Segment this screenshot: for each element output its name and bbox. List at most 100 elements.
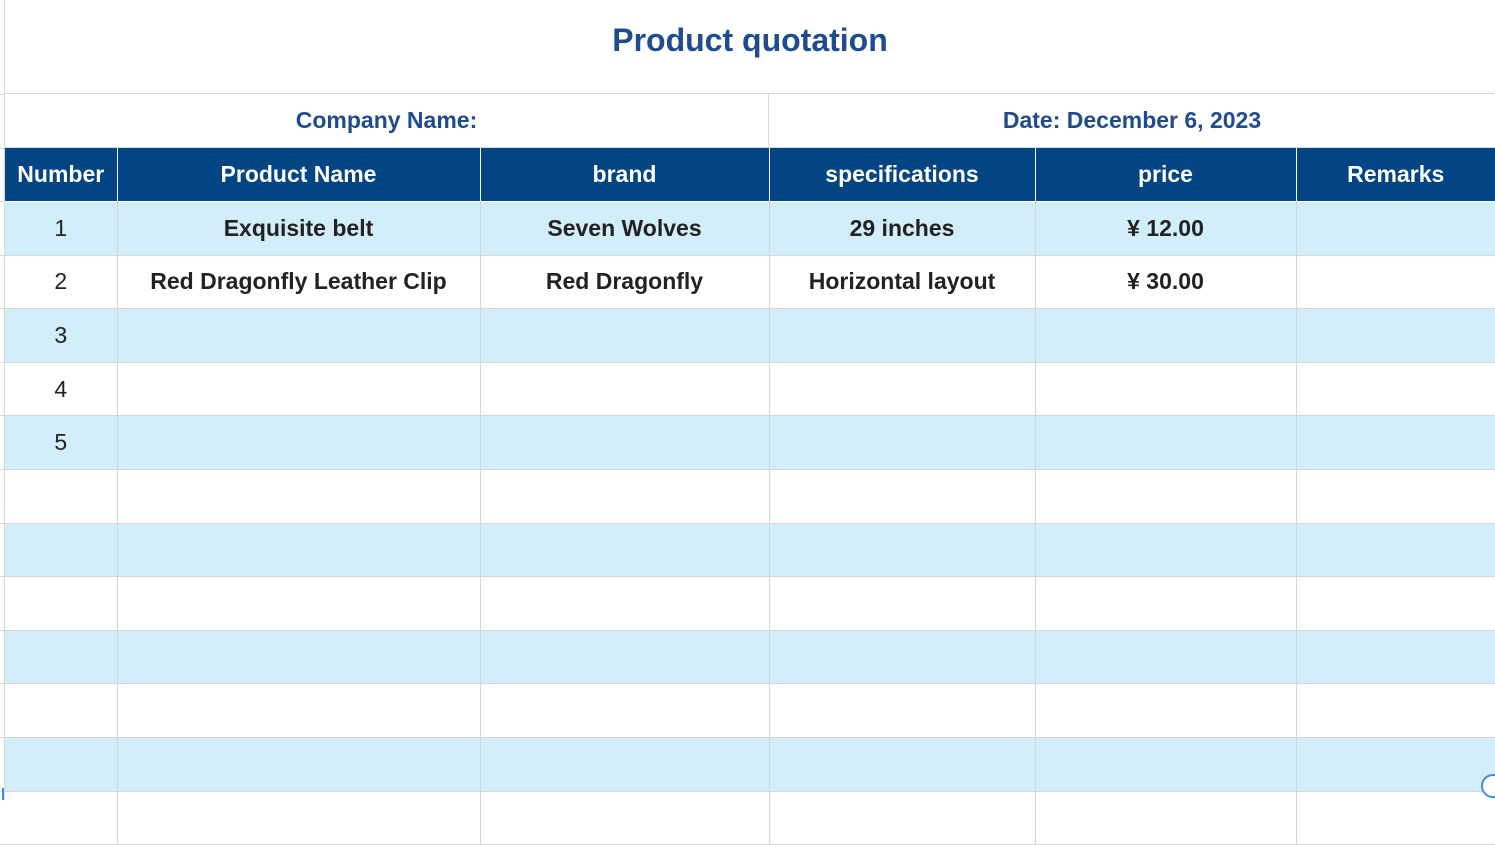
cell-price[interactable] — [1034, 522, 1297, 578]
cell-number[interactable]: 5 — [5, 415, 118, 470]
header-price[interactable]: price — [1034, 148, 1297, 202]
cell-product-name[interactable] — [116, 790, 481, 845]
row-divider — [0, 415, 5, 416]
cell-specifications[interactable]: 29 inches — [768, 201, 1036, 256]
cell-number[interactable]: 1 — [5, 201, 118, 256]
header-specifications[interactable]: specifications — [768, 148, 1036, 202]
cell-price[interactable]: ¥ 12.00 — [1034, 201, 1297, 256]
cell-brand[interactable] — [479, 308, 770, 363]
header-product-name[interactable]: Product Name — [116, 148, 481, 202]
cell-specifications[interactable] — [768, 736, 1036, 792]
header-number[interactable]: Number — [5, 148, 118, 202]
row-divider — [0, 362, 5, 363]
resize-handle-icon[interactable] — [1481, 774, 1495, 798]
selection-caret-icon — [2, 788, 4, 800]
cell-price[interactable] — [1034, 629, 1297, 685]
cell-remarks[interactable] — [1295, 361, 1495, 417]
cell-product-name[interactable]: Exquisite belt — [116, 201, 481, 256]
cell-brand[interactable] — [479, 522, 770, 578]
cell-number[interactable]: 2 — [5, 254, 118, 310]
table-row: 2 Red Dragonfly Leather Clip Red Dragonfly… — [5, 254, 1495, 310]
cell-number[interactable] — [5, 629, 118, 685]
table-row — [5, 736, 1495, 792]
cell-price[interactable] — [1034, 361, 1297, 417]
cell-product-name[interactable] — [116, 736, 481, 792]
cell-price[interactable] — [1034, 576, 1297, 631]
header-remarks[interactable]: Remarks — [1295, 148, 1495, 202]
table-row — [5, 683, 1495, 738]
cell-brand[interactable] — [479, 576, 770, 631]
header-brand[interactable]: brand — [479, 148, 770, 202]
cell-specifications[interactable]: Horizontal layout — [768, 254, 1036, 310]
table-row: 3 — [5, 308, 1495, 363]
cell-brand[interactable] — [479, 790, 770, 845]
cell-price[interactable] — [1034, 468, 1297, 524]
cell-specifications[interactable] — [768, 576, 1036, 631]
cell-price[interactable] — [1034, 415, 1297, 470]
date-cell[interactable]: Date: December 6, 2023 — [769, 94, 1495, 147]
cell-brand[interactable] — [479, 468, 770, 524]
row-divider — [0, 683, 5, 684]
cell-product-name[interactable] — [116, 468, 481, 524]
cell-remarks[interactable] — [1295, 522, 1495, 578]
cell-price[interactable]: ¥ 30.00 — [1034, 254, 1297, 310]
cell-product-name[interactable] — [116, 308, 481, 363]
cell-specifications[interactable] — [768, 629, 1036, 685]
table-row — [5, 522, 1495, 578]
cell-number[interactable] — [5, 522, 118, 578]
cell-remarks[interactable] — [1295, 201, 1495, 256]
cell-remarks[interactable] — [1295, 308, 1495, 363]
cell-number[interactable] — [5, 683, 118, 738]
cell-brand[interactable]: Red Dragonfly — [479, 254, 770, 310]
cell-product-name[interactable] — [116, 629, 481, 685]
cell-price[interactable] — [1034, 736, 1297, 792]
cell-specifications[interactable] — [768, 308, 1036, 363]
cell-specifications[interactable] — [768, 361, 1036, 417]
cell-brand[interactable] — [479, 361, 770, 417]
spreadsheet[interactable]: Product quotation Company Name: Date: De… — [5, 0, 1495, 845]
cell-product-name[interactable] — [116, 683, 481, 738]
cell-product-name[interactable]: Red Dragonfly Leather Clip — [116, 254, 481, 310]
cell-remarks[interactable] — [1295, 415, 1495, 470]
info-row: Company Name: Date: December 6, 2023 — [5, 94, 1495, 148]
cell-specifications[interactable] — [768, 415, 1036, 470]
cell-specifications[interactable] — [768, 522, 1036, 578]
cell-price[interactable] — [1034, 308, 1297, 363]
cell-product-name[interactable] — [116, 522, 481, 578]
cell-remarks[interactable] — [1295, 468, 1495, 524]
cell-brand[interactable] — [479, 629, 770, 685]
row-divider — [0, 308, 5, 309]
cell-remarks[interactable] — [1295, 629, 1495, 685]
sheet-title: Product quotation — [612, 22, 888, 58]
cell-brand[interactable] — [479, 415, 770, 470]
cell-brand[interactable] — [479, 736, 770, 792]
cell-number[interactable] — [5, 790, 118, 845]
cell-remarks[interactable] — [1295, 736, 1495, 792]
header-row: Number Product Name brand specifications… — [5, 148, 1495, 202]
company-name-cell[interactable]: Company Name: — [5, 94, 769, 147]
cell-specifications[interactable] — [768, 790, 1036, 845]
cell-product-name[interactable] — [116, 361, 481, 417]
cell-number[interactable]: 3 — [5, 308, 118, 363]
cell-remarks[interactable] — [1295, 683, 1495, 738]
row-divider — [0, 469, 5, 470]
cell-remarks[interactable] — [1295, 576, 1495, 631]
cell-number[interactable] — [5, 468, 118, 524]
title-cell[interactable]: Product quotation — [5, 0, 1495, 94]
cell-brand[interactable]: Seven Wolves — [479, 201, 770, 256]
cell-remarks[interactable] — [1295, 790, 1495, 845]
cell-number[interactable] — [5, 576, 118, 631]
cell-remarks[interactable] — [1295, 254, 1495, 310]
cell-specifications[interactable] — [768, 468, 1036, 524]
cell-number[interactable] — [5, 736, 118, 792]
row-divider — [0, 94, 5, 95]
cell-brand[interactable] — [479, 683, 770, 738]
cell-product-name[interactable] — [116, 576, 481, 631]
cell-price[interactable] — [1034, 683, 1297, 738]
cell-price[interactable] — [1034, 790, 1297, 845]
cell-specifications[interactable] — [768, 683, 1036, 738]
cell-number[interactable]: 4 — [5, 361, 118, 417]
table-row: 4 — [5, 361, 1495, 417]
row-divider — [0, 523, 5, 524]
cell-product-name[interactable] — [116, 415, 481, 470]
